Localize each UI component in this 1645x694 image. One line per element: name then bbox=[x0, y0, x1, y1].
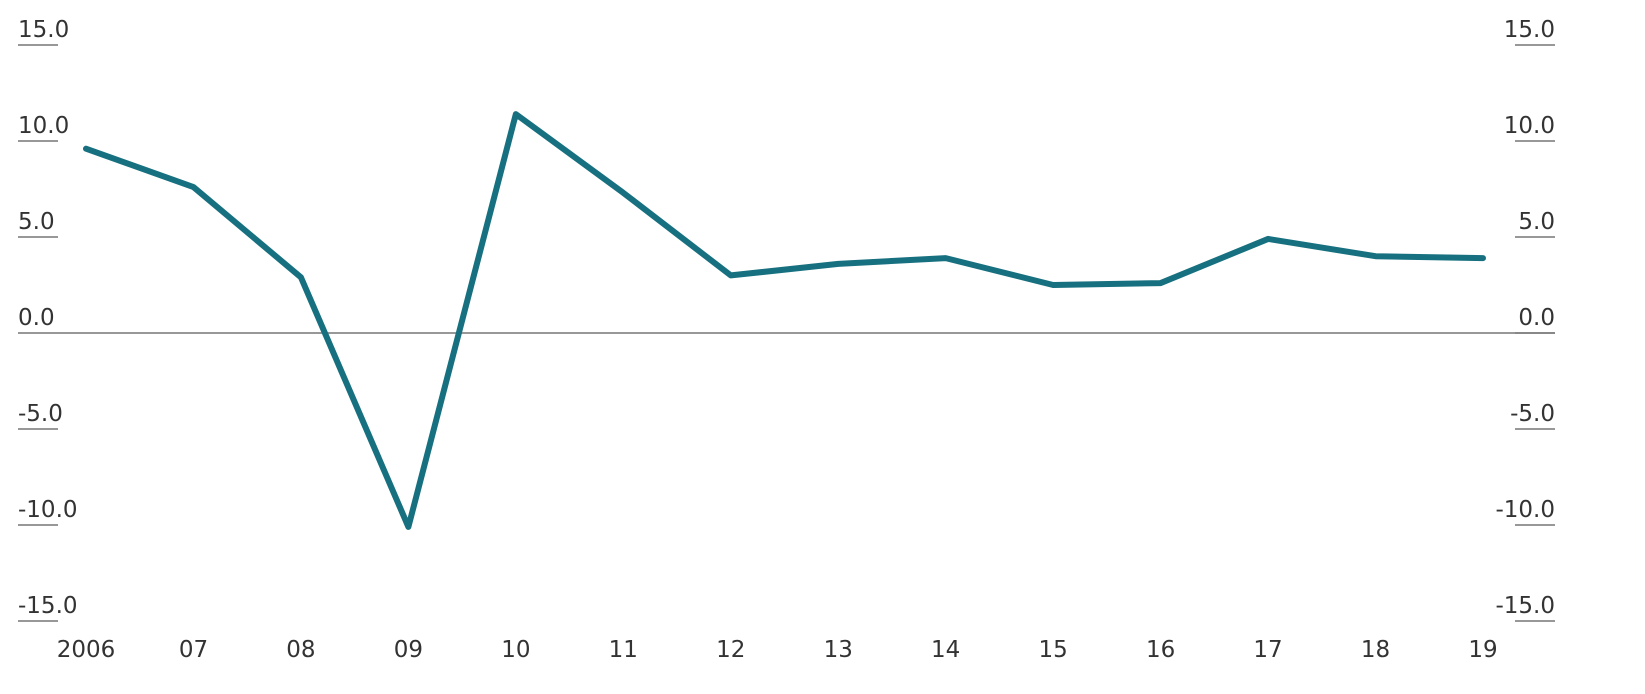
y2-tick-label: -10.0 bbox=[1495, 497, 1555, 523]
x-tick-label: 16 bbox=[1146, 637, 1175, 663]
x-tick-label: 10 bbox=[501, 637, 530, 663]
y2-tick-label: -15.0 bbox=[1495, 593, 1555, 619]
y2-tick-label: -5.0 bbox=[1510, 401, 1555, 427]
x-tick-label: 2006 bbox=[57, 637, 116, 663]
x-tick-label: 14 bbox=[931, 637, 960, 663]
x-tick-label: 15 bbox=[1039, 637, 1068, 663]
x-tick-label: 12 bbox=[716, 637, 745, 663]
y2-tick-label: 5.0 bbox=[1518, 209, 1555, 235]
y-tick-label: -5.0 bbox=[18, 401, 63, 427]
y-tick-label: -15.0 bbox=[18, 593, 78, 619]
y-tick-label: 15.0 bbox=[18, 17, 69, 43]
y2-tick-label: 15.0 bbox=[1504, 17, 1555, 43]
x-tick-label: 13 bbox=[824, 637, 853, 663]
y-tick-label: 5.0 bbox=[18, 209, 55, 235]
x-tick-label: 09 bbox=[394, 637, 423, 663]
y2-tick-label: 10.0 bbox=[1504, 113, 1555, 139]
y-tick-label: -10.0 bbox=[18, 497, 78, 523]
y-tick-label: 10.0 bbox=[18, 113, 69, 139]
x-tick-label: 07 bbox=[179, 637, 208, 663]
x-tick-label: 08 bbox=[286, 637, 315, 663]
line bbox=[83, 111, 1486, 530]
x-tick-label: 11 bbox=[609, 637, 638, 663]
x-tick-label: 19 bbox=[1468, 637, 1497, 663]
x-tick-label: 18 bbox=[1361, 637, 1390, 663]
y2-tick-label: 0.0 bbox=[1518, 305, 1555, 331]
x-tick-label: 17 bbox=[1253, 637, 1282, 663]
y-tick-label: 0.0 bbox=[18, 305, 55, 331]
